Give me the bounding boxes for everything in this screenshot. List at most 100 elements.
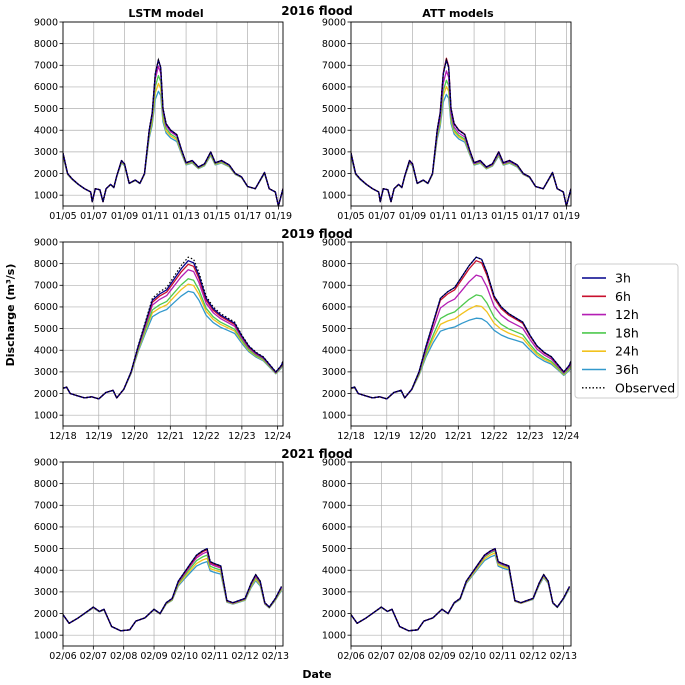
y-tick-label: 8000 (322, 259, 346, 270)
x-tick-label: 12/20 (409, 431, 436, 442)
y-tick-label: 4000 (34, 126, 58, 137)
legend-label: 12h (615, 307, 639, 322)
series-3h-line (351, 59, 571, 206)
x-tick-label: 01/15 (203, 211, 230, 222)
axes-frame (62, 461, 284, 647)
y-tick-label: 1000 (322, 190, 346, 201)
x-tick-label: 01/11 (142, 211, 169, 222)
x-tick-label: 12/20 (121, 431, 148, 442)
x-tick-label: 02/13 (262, 651, 289, 662)
x-tick-label: 01/19 (553, 211, 580, 222)
x-tick-label: 02/12 (231, 651, 258, 662)
y-tick-label: 7000 (34, 61, 58, 72)
x-tick-label: 02/13 (550, 651, 577, 662)
y-tick-label: 2000 (322, 389, 346, 400)
y-tick-label: 6000 (34, 522, 58, 533)
legend-label: Observed (615, 380, 675, 395)
panel-2019-att: 1000 2000 3000 4000 5000 6000 7000 8000 9000 12/1… (322, 237, 580, 442)
y-tick-label: 5000 (34, 104, 58, 115)
x-tick-label: 01/05 (337, 211, 364, 222)
axes-frame (350, 21, 572, 207)
x-tick-label: 02/06 (337, 651, 364, 662)
legend-label: 24h (615, 344, 639, 359)
panel-2019-lstm: 1000 2000 3000 4000 5000 6000 7000 8000 9000 12/1… (34, 237, 292, 442)
panel-title-2016: 2016 flood (281, 4, 353, 18)
x-tick-label: 02/09 (428, 651, 455, 662)
y-tick-label: 4000 (34, 346, 58, 357)
y-tick-label: 2000 (34, 609, 58, 620)
x-tick-label: 02/09 (140, 651, 167, 662)
legend-label: 36h (615, 362, 639, 377)
x-tick-label: 02/11 (201, 651, 228, 662)
x-tick-label: 02/06 (49, 651, 76, 662)
x-tick-label: 01/13 (460, 211, 487, 222)
x-tick-label: 01/07 (368, 211, 395, 222)
y-tick-label: 6000 (322, 82, 346, 93)
series-3h-line (351, 547, 571, 632)
x-tick-label: 02/08 (398, 651, 425, 662)
y-tick-label: 2000 (34, 169, 58, 180)
x-tick-label: 01/17 (234, 211, 261, 222)
x-axis-label: Date (302, 668, 331, 681)
series-12h-line (63, 551, 283, 632)
y-tick-label: 9000 (34, 237, 58, 248)
y-tick-label: 2000 (34, 389, 58, 400)
y-tick-label: 9000 (322, 17, 346, 28)
y-tick-label: 3000 (322, 367, 346, 378)
x-tick-label: 01/09 (399, 211, 426, 222)
x-tick-label: 02/12 (519, 651, 546, 662)
y-tick-label: 8000 (34, 39, 58, 50)
y-tick-label: 4000 (322, 126, 346, 137)
x-tick-label: 01/07 (80, 211, 107, 222)
panel-2021-att: 1000 2000 3000 4000 5000 6000 7000 8000 9000 02/0… (322, 457, 577, 662)
legend-label: 18h (615, 325, 639, 340)
y-tick-label: 7000 (322, 501, 346, 512)
y-tick-label: 4000 (322, 566, 346, 577)
x-tick-label: 02/07 (80, 651, 107, 662)
y-tick-label: 6000 (34, 82, 58, 93)
axes-frame (62, 241, 284, 427)
series-observed-line (351, 57, 571, 206)
legend-box (574, 263, 679, 399)
series-observed-line (63, 547, 283, 632)
x-tick-label: 02/10 (459, 651, 486, 662)
x-tick-label: 01/11 (430, 211, 457, 222)
y-tick-label: 9000 (322, 457, 346, 468)
x-tick-label: 12/23 (228, 431, 255, 442)
y-tick-label: 5000 (322, 104, 346, 115)
y-tick-label: 3000 (34, 367, 58, 378)
x-tick-label: 01/19 (265, 211, 292, 222)
legend-entry-18h: 18h (582, 325, 639, 340)
series-36h-line (63, 560, 283, 632)
col-title-lstm: LSTM model (128, 7, 203, 20)
x-tick-label: 12/18 (337, 431, 364, 442)
y-tick-label: 5000 (34, 324, 58, 335)
panel-title-2019: 2019 flood (281, 227, 353, 241)
y-tick-label: 7000 (322, 61, 346, 72)
legend: 3h 6h 12h 18h 24h 36h Observed (574, 263, 679, 399)
series-observed-line (63, 57, 283, 206)
x-tick-label: 12/22 (480, 431, 507, 442)
legend-entry-Observed: Observed (582, 380, 675, 395)
series-24h-line (351, 85, 571, 206)
y-tick-label: 3000 (34, 147, 58, 158)
series-3h-line (351, 256, 571, 400)
y-tick-label: 1000 (34, 630, 58, 641)
y-tick-label: 5000 (322, 324, 346, 335)
legend-label: 6h (615, 289, 631, 304)
series-36h-line (351, 317, 571, 400)
series-18h-line (63, 278, 283, 400)
series-observed-line (351, 256, 571, 400)
series-observed-line (63, 256, 283, 400)
y-tick-label: 9000 (322, 237, 346, 248)
legend-entry-3h: 3h (582, 271, 631, 286)
series-24h-line (63, 557, 283, 632)
series-36h-line (63, 290, 283, 400)
y-tick-label: 7000 (34, 281, 58, 292)
x-tick-label: 12/18 (49, 431, 76, 442)
y-tick-label: 1000 (34, 190, 58, 201)
y-tick-label: 6000 (322, 302, 346, 313)
x-tick-label: 12/24 (264, 431, 291, 442)
x-tick-label: 12/23 (516, 431, 543, 442)
y-tick-label: 8000 (34, 479, 58, 490)
